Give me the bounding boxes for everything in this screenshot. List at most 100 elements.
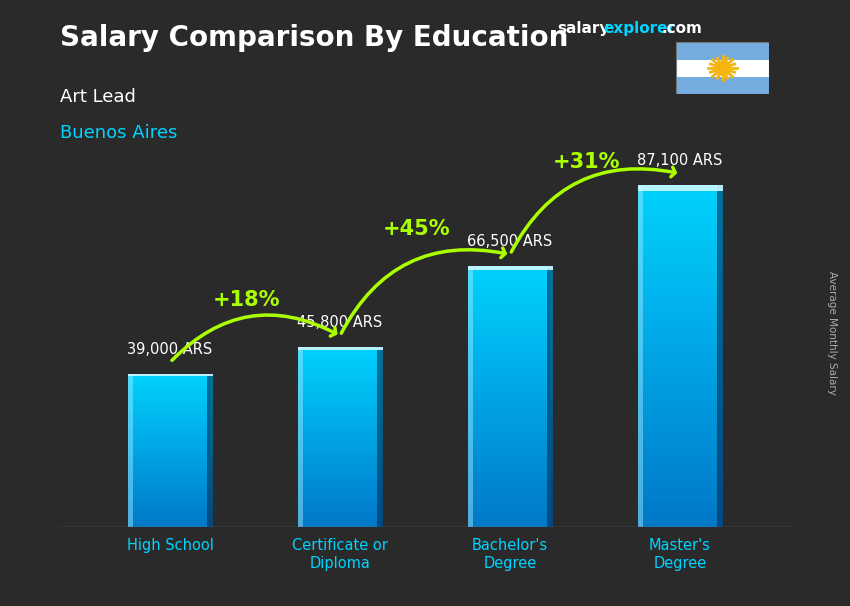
- Bar: [468, 310, 552, 314]
- Bar: [468, 275, 552, 279]
- Bar: [298, 479, 382, 482]
- Bar: [128, 458, 212, 461]
- Bar: [128, 471, 212, 474]
- Bar: [298, 371, 382, 375]
- Bar: [298, 444, 382, 447]
- Bar: [128, 494, 212, 496]
- Bar: [638, 425, 722, 430]
- Bar: [298, 384, 382, 387]
- Bar: [638, 191, 722, 197]
- Bar: [128, 402, 212, 405]
- Bar: [468, 362, 552, 366]
- Bar: [128, 387, 212, 390]
- Bar: [207, 374, 212, 527]
- Bar: [128, 392, 212, 395]
- Bar: [638, 419, 722, 425]
- Bar: [298, 375, 382, 378]
- Bar: [298, 518, 382, 521]
- Bar: [298, 485, 382, 488]
- Bar: [128, 407, 212, 410]
- Bar: [468, 292, 552, 297]
- Bar: [377, 347, 382, 527]
- Bar: [468, 497, 552, 501]
- Bar: [298, 476, 382, 479]
- Bar: [298, 410, 382, 413]
- Bar: [638, 294, 722, 299]
- Bar: [638, 345, 722, 351]
- Bar: [468, 501, 552, 505]
- Text: +45%: +45%: [382, 219, 450, 239]
- Bar: [128, 382, 212, 384]
- Bar: [298, 347, 303, 527]
- Bar: [298, 509, 382, 512]
- Bar: [298, 350, 382, 353]
- Bar: [468, 471, 552, 475]
- Bar: [638, 265, 722, 271]
- Circle shape: [714, 61, 731, 75]
- Bar: [468, 397, 552, 401]
- Bar: [128, 499, 212, 502]
- Bar: [128, 519, 212, 522]
- Bar: [298, 378, 382, 381]
- Bar: [128, 438, 212, 441]
- Bar: [128, 525, 212, 527]
- Bar: [298, 390, 382, 393]
- Bar: [468, 349, 552, 353]
- Bar: [298, 353, 382, 356]
- Bar: [468, 419, 552, 423]
- Bar: [638, 288, 722, 294]
- Bar: [128, 410, 212, 413]
- Bar: [128, 517, 212, 519]
- Bar: [638, 214, 722, 219]
- Bar: [128, 425, 212, 428]
- Bar: [638, 453, 722, 459]
- Bar: [638, 197, 722, 202]
- Bar: [638, 225, 722, 231]
- Bar: [298, 467, 382, 470]
- Bar: [468, 410, 552, 414]
- Bar: [468, 266, 473, 527]
- Bar: [468, 467, 552, 471]
- Bar: [298, 404, 382, 407]
- Bar: [468, 458, 552, 462]
- Bar: [128, 481, 212, 484]
- Bar: [128, 507, 212, 510]
- Bar: [468, 436, 552, 440]
- Bar: [128, 433, 212, 435]
- Bar: [468, 431, 552, 436]
- Bar: [298, 362, 382, 365]
- Bar: [468, 305, 552, 310]
- Bar: [638, 522, 722, 527]
- Bar: [128, 374, 133, 527]
- Bar: [638, 185, 722, 191]
- Bar: [128, 522, 212, 525]
- Text: explorer: explorer: [604, 21, 676, 36]
- Bar: [298, 407, 382, 410]
- Bar: [128, 491, 212, 494]
- Bar: [298, 422, 382, 425]
- Bar: [298, 501, 382, 503]
- Bar: [298, 398, 382, 401]
- Bar: [638, 339, 722, 345]
- Bar: [468, 331, 552, 336]
- Text: salary: salary: [557, 21, 609, 36]
- Bar: [638, 185, 643, 527]
- Bar: [298, 452, 382, 455]
- Bar: [468, 488, 552, 493]
- Bar: [638, 362, 722, 368]
- Bar: [638, 447, 722, 453]
- Bar: [638, 413, 722, 419]
- Bar: [638, 271, 722, 276]
- Bar: [298, 401, 382, 404]
- Bar: [298, 458, 382, 461]
- Bar: [128, 395, 212, 397]
- Bar: [638, 470, 722, 476]
- Bar: [638, 459, 722, 465]
- Bar: [468, 288, 552, 292]
- Bar: [468, 358, 552, 362]
- Bar: [468, 266, 552, 271]
- Bar: [638, 254, 722, 259]
- Bar: [298, 441, 382, 444]
- Bar: [468, 449, 552, 453]
- Bar: [638, 237, 722, 242]
